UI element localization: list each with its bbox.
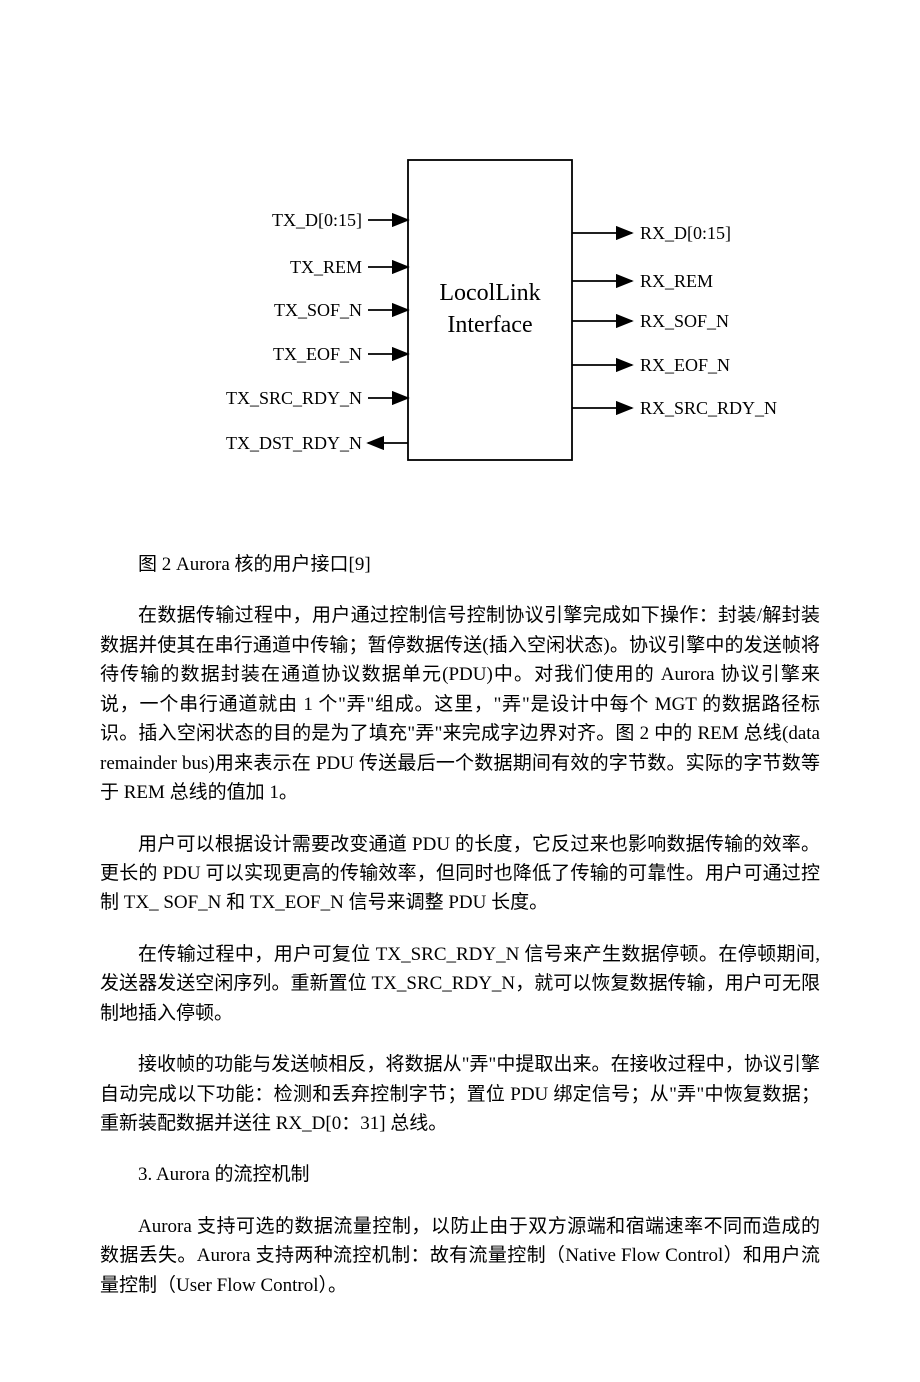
svg-text:RX_D[0:15]: RX_D[0:15] — [640, 223, 731, 243]
svg-text:TX_EOF_N: TX_EOF_N — [273, 344, 362, 364]
svg-text:RX_SRC_RDY_N: RX_SRC_RDY_N — [640, 398, 777, 418]
svg-text:RX_REM: RX_REM — [640, 271, 713, 291]
svg-text:TX_DST_RDY_N: TX_DST_RDY_N — [226, 433, 362, 453]
figure-caption: 图 2 Aurora 核的用户接口[9] — [100, 550, 820, 579]
paragraph-1: 在数据传输过程中，用户通过控制信号控制协议引擎完成如下操作：封装/解封装数据并使… — [100, 601, 820, 807]
svg-text:RX_SOF_N: RX_SOF_N — [640, 311, 729, 331]
svg-text:TX_REM: TX_REM — [290, 257, 362, 277]
locollink-interface-diagram: LocolLink Interface TX_D[0:15] TX_REM TX_SOF… — [140, 105, 780, 505]
diagram-container: LocolLink Interface TX_D[0:15] TX_REM TX_SOF… — [100, 105, 820, 505]
svg-text:LocolLink: LocolLink — [439, 280, 540, 306]
svg-text:TX_SRC_RDY_N: TX_SRC_RDY_N — [226, 388, 362, 408]
svg-text:TX_D[0:15]: TX_D[0:15] — [272, 210, 362, 230]
svg-text:RX_EOF_N: RX_EOF_N — [640, 355, 730, 375]
paragraph-4: 接收帧的功能与发送帧相反，将数据从"弄"中提取出来。在接收过程中，协议引擎自动完… — [100, 1050, 820, 1138]
paragraph-5: Aurora 支持可选的数据流量控制，以防止由于双方源端和宿端速率不同而造成的数… — [100, 1212, 820, 1300]
svg-text:TX_SOF_N: TX_SOF_N — [274, 300, 362, 320]
paragraph-2: 用户可以根据设计需要改变通道 PDU 的长度，它反过来也影响数据传输的效率。更长… — [100, 830, 820, 918]
section-heading: 3. Aurora 的流控机制 — [100, 1160, 820, 1189]
paragraph-3: 在传输过程中，用户可复位 TX_SRC_RDY_N 信号来产生数据停顿。在停顿期… — [100, 940, 820, 1028]
svg-text:Interface: Interface — [447, 312, 532, 338]
